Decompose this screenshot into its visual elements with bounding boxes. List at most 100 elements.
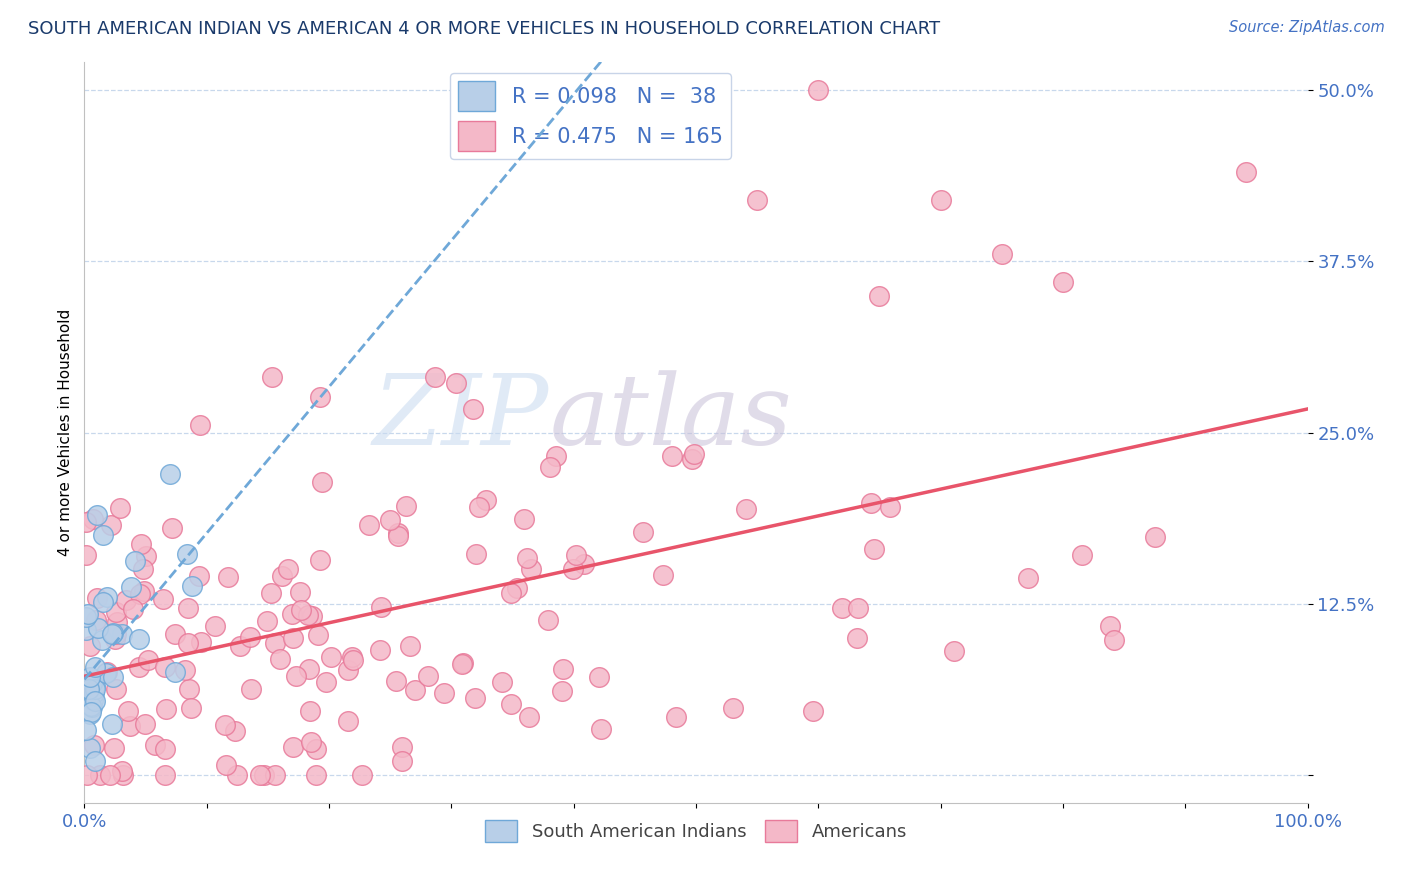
- Point: [75, 623, 97, 637]
- Point: [84, 679, 107, 693]
- Point: [82, 512, 104, 526]
- Point: [83, 686, 105, 700]
- Point: [86, 508, 108, 522]
- Point: [160, 521, 183, 535]
- Point: [217, 570, 239, 584]
- Point: [115, 592, 138, 607]
- Text: SOUTH AMERICAN INDIAN VS AMERICAN 4 OR MORE VEHICLES IN HOUSEHOLD CORRELATION CH: SOUTH AMERICAN INDIAN VS AMERICAN 4 OR M…: [28, 20, 941, 37]
- Point: [801, 704, 824, 718]
- Point: [1071, 548, 1094, 562]
- Point: [1052, 275, 1074, 289]
- Point: [538, 459, 561, 474]
- Point: [1099, 619, 1122, 633]
- Point: [84, 613, 107, 627]
- Point: [103, 741, 125, 756]
- Point: [859, 496, 882, 510]
- Point: [104, 605, 127, 619]
- Point: [82, 693, 104, 707]
- Point: [124, 554, 146, 568]
- Point: [84, 660, 107, 674]
- Point: [370, 600, 392, 615]
- Point: [342, 653, 364, 667]
- Point: [75, 723, 97, 738]
- Point: [387, 529, 409, 543]
- Point: [721, 701, 744, 715]
- Point: [180, 579, 202, 593]
- Point: [588, 669, 610, 683]
- Point: [129, 587, 152, 601]
- Point: [404, 683, 426, 698]
- Point: [180, 701, 202, 715]
- Point: [190, 634, 212, 648]
- Point: [177, 601, 200, 615]
- Point: [96, 590, 118, 604]
- Point: [76, 768, 98, 782]
- Point: [633, 524, 655, 539]
- Point: [118, 719, 141, 733]
- Point: [416, 669, 439, 683]
- Point: [75, 609, 97, 624]
- Point: [846, 600, 869, 615]
- Point: [862, 542, 884, 557]
- Point: [86, 591, 108, 606]
- Point: [280, 607, 302, 622]
- Point: [105, 627, 128, 641]
- Point: [807, 83, 830, 97]
- Point: [163, 627, 186, 641]
- Point: [319, 649, 342, 664]
- Point: [433, 686, 456, 700]
- Point: [451, 656, 474, 670]
- Point: [491, 675, 513, 690]
- Point: [519, 562, 541, 576]
- Point: [253, 768, 276, 782]
- Point: [681, 452, 703, 467]
- Text: atlas: atlas: [550, 370, 792, 466]
- Point: [75, 515, 97, 529]
- Point: [551, 662, 574, 676]
- Point: [80, 681, 103, 695]
- Point: [152, 591, 174, 606]
- Point: [385, 674, 408, 689]
- Point: [91, 528, 114, 542]
- Point: [80, 675, 103, 690]
- Point: [591, 722, 613, 736]
- Point: [350, 768, 373, 782]
- Point: [337, 663, 360, 677]
- Point: [214, 718, 236, 732]
- Point: [143, 738, 166, 752]
- Point: [271, 569, 294, 583]
- Point: [75, 548, 97, 562]
- Point: [305, 768, 328, 782]
- Point: [263, 635, 285, 649]
- Point: [315, 675, 337, 690]
- Point: [79, 699, 101, 714]
- Point: [155, 702, 177, 716]
- Text: Source: ZipAtlas.com: Source: ZipAtlas.com: [1229, 20, 1385, 35]
- Point: [225, 768, 247, 782]
- Point: [224, 723, 246, 738]
- Point: [516, 550, 538, 565]
- Point: [176, 547, 198, 561]
- Point: [943, 644, 966, 658]
- Point: [1236, 165, 1258, 179]
- Point: [651, 568, 673, 582]
- Point: [299, 704, 322, 718]
- Point: [1017, 571, 1039, 585]
- Point: [572, 558, 595, 572]
- Point: [298, 662, 321, 676]
- Point: [96, 665, 118, 680]
- Point: [128, 660, 150, 674]
- Point: [831, 601, 853, 615]
- Point: [290, 603, 312, 617]
- Point: [444, 376, 467, 390]
- Point: [77, 682, 100, 697]
- Point: [285, 669, 308, 683]
- Point: [475, 493, 498, 508]
- Point: [132, 562, 155, 576]
- Point: [117, 704, 139, 718]
- Point: [79, 706, 101, 721]
- Point: [177, 636, 200, 650]
- Point: [153, 660, 176, 674]
- Point: [136, 652, 159, 666]
- Point: [879, 500, 901, 514]
